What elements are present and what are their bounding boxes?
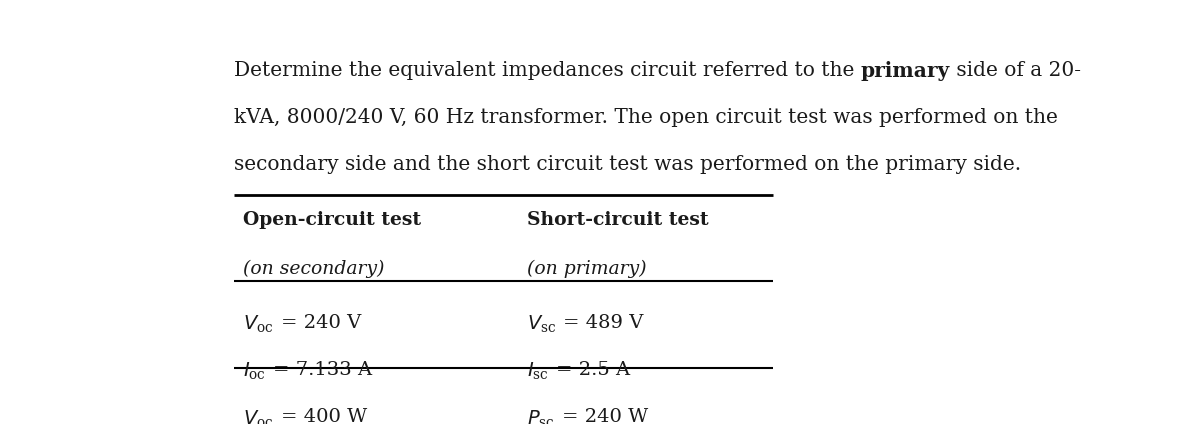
Text: $V_{\mathregular{oc}}$: $V_{\mathregular{oc}}$	[242, 408, 274, 424]
Text: $V_{\mathregular{oc}}$: $V_{\mathregular{oc}}$	[242, 314, 274, 335]
Text: $I_{\mathregular{oc}}$: $I_{\mathregular{oc}}$	[242, 361, 266, 382]
Text: $V_{\mathregular{sc}}$: $V_{\mathregular{sc}}$	[527, 314, 556, 335]
Text: = 400 W: = 400 W	[281, 408, 367, 424]
Text: = 240 V: = 240 V	[281, 314, 361, 332]
Text: kVA, 8000/240 V, 60 Hz transformer. The open circuit test was performed on the: kVA, 8000/240 V, 60 Hz transformer. The …	[234, 108, 1057, 127]
Text: secondary side and the short circuit test was performed on the primary side.: secondary side and the short circuit tes…	[234, 155, 1021, 174]
Text: side of a 20-: side of a 20-	[949, 61, 1080, 80]
Text: Determine the equivalent impedances circuit referred to the: Determine the equivalent impedances circ…	[234, 61, 860, 80]
Text: primary: primary	[860, 61, 949, 81]
Text: = 489 V: = 489 V	[564, 314, 643, 332]
Text: = 240 W: = 240 W	[562, 408, 648, 424]
Text: (on secondary): (on secondary)	[242, 260, 384, 278]
Text: Short-circuit test: Short-circuit test	[527, 211, 708, 229]
Text: (on primary): (on primary)	[527, 260, 647, 278]
Text: = 2.5 A: = 2.5 A	[556, 361, 630, 379]
Text: $P_{\mathregular{sc}}$: $P_{\mathregular{sc}}$	[527, 408, 554, 424]
Text: $I_{\mathregular{sc}}$: $I_{\mathregular{sc}}$	[527, 361, 548, 382]
Text: Open-circuit test: Open-circuit test	[242, 211, 421, 229]
Text: = 7.133 A: = 7.133 A	[274, 361, 372, 379]
